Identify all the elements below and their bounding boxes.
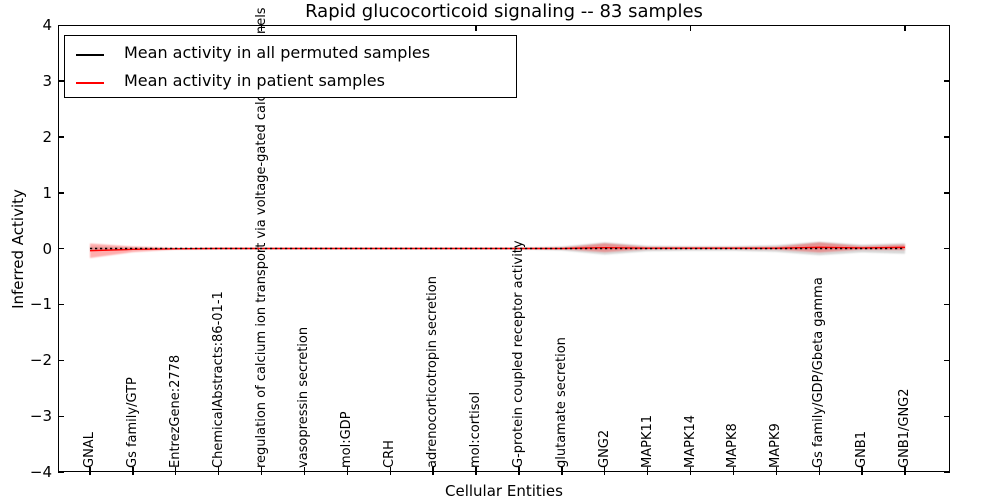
- y-tick-right: [944, 471, 950, 473]
- y-tick-left: [58, 415, 64, 418]
- legend-label: Mean activity in patient samples: [124, 71, 385, 90]
- x-tick-bottom: [818, 467, 820, 475]
- x-tick-bottom: [475, 467, 477, 475]
- x-tick-bottom: [646, 467, 649, 475]
- y-tick-label: −2: [29, 351, 52, 370]
- y-tick-label: −1: [29, 295, 52, 314]
- plot-canvas: [89, 241, 906, 258]
- legend-entry-patient: Mean activity in patient samples: [65, 69, 516, 97]
- y-tick-label: 2: [42, 127, 52, 146]
- x-tick-top: [904, 25, 906, 31]
- x-tick-bottom: [175, 467, 177, 475]
- x-tick-top: [689, 25, 692, 31]
- x-tick-bottom: [861, 467, 863, 475]
- x-tick-top: [475, 25, 477, 31]
- x-tick-bottom: [561, 467, 563, 475]
- y-tick-right: [944, 415, 950, 418]
- y-tick-left: [58, 248, 64, 250]
- y-tick-label: 4: [42, 16, 52, 34]
- y-tick-left: [58, 136, 64, 138]
- x-tick-bottom: [604, 467, 606, 475]
- x-tick-bottom: [132, 467, 134, 475]
- y-tick-label: 1: [42, 183, 52, 202]
- x-tick-bottom: [904, 467, 906, 475]
- x-axis-title: Cellular Entities: [445, 482, 563, 500]
- x-tick-bottom: [732, 467, 735, 475]
- x-tick-bottom: [689, 467, 692, 475]
- y-tick-left: [58, 471, 64, 473]
- y-tick-right: [944, 136, 950, 138]
- y-tick-left: [58, 80, 64, 82]
- x-tick-bottom: [432, 467, 434, 475]
- y-tick-left: [58, 192, 64, 194]
- patient-line-swatch: [76, 82, 104, 84]
- x-tick-bottom: [303, 467, 306, 475]
- y-tick-right: [944, 80, 950, 82]
- permuted-line-swatch: [76, 54, 104, 56]
- y-tick-label: −4: [29, 463, 52, 481]
- y-tick-label: 0: [42, 239, 52, 258]
- x-tick-top: [260, 25, 263, 31]
- x-tick-bottom: [518, 467, 520, 475]
- x-tick-bottom: [346, 467, 349, 475]
- y-tick-label: −3: [29, 407, 52, 426]
- y-tick-left: [58, 359, 64, 362]
- x-tick-bottom: [89, 467, 91, 475]
- legend-box: Mean activity in all permuted samples Me…: [64, 35, 517, 98]
- y-tick-right: [944, 248, 950, 250]
- y-tick-right: [944, 359, 950, 362]
- y-tick-left: [58, 24, 64, 26]
- y-tick-label: 3: [42, 71, 52, 90]
- legend-entry-permuted: Mean activity in all permuted samples: [65, 41, 516, 69]
- chart-title: Rapid glucocorticoid signaling -- 83 sam…: [301, 1, 707, 22]
- y-tick-right: [944, 192, 950, 194]
- uncertainty-band: [90, 242, 905, 258]
- legend-label: Mean activity in all permuted samples: [124, 43, 431, 62]
- x-tick-bottom: [389, 467, 391, 475]
- y-tick-left: [58, 303, 64, 306]
- y-tick-right: [944, 24, 950, 26]
- y-tick-right: [944, 303, 950, 306]
- x-tick-bottom: [775, 467, 777, 475]
- x-tick-bottom: [217, 467, 220, 475]
- x-tick-bottom: [260, 467, 263, 475]
